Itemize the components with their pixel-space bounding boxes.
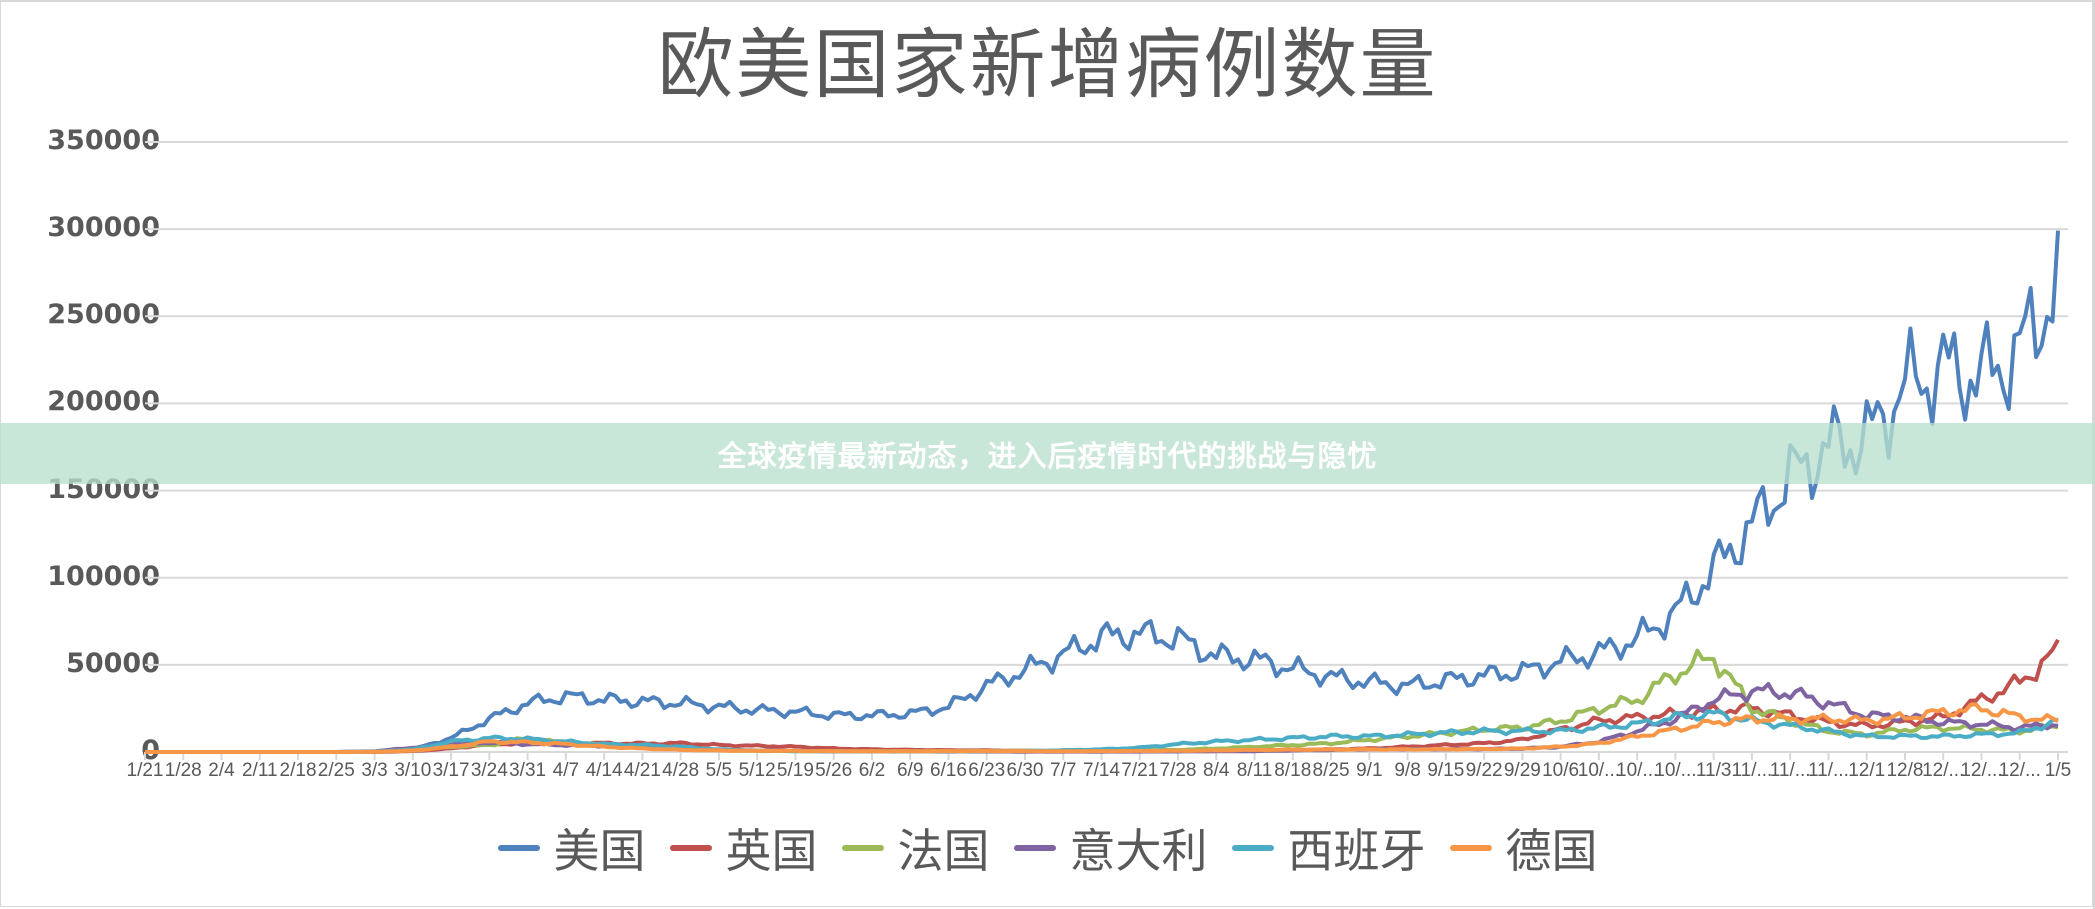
legend-item: 英国 xyxy=(669,815,818,881)
headline-text[interactable]: 全球疫情最新动态，进入后疫情时代的挑战与隐忧 xyxy=(717,438,1378,473)
legend-label: 英国 xyxy=(725,824,818,878)
x-tick-label: 8/18 xyxy=(1274,760,1312,781)
legend-label: 意大利 xyxy=(1069,824,1208,878)
x-tick-label: 12/1 xyxy=(1848,760,1886,781)
legend-label: 法国 xyxy=(897,824,990,878)
x-tick-label: 9/15 xyxy=(1427,760,1465,781)
x-tick-label: 1/28 xyxy=(164,760,202,781)
chart-title: 欧美国家新增病例数量 xyxy=(657,20,1438,109)
x-tick-label: 4/28 xyxy=(662,760,700,781)
x-tick-label: 8/11 xyxy=(1236,760,1273,781)
x-tick-label: 2/18 xyxy=(279,760,317,781)
x-tick-label: 9/29 xyxy=(1503,760,1541,781)
x-tick-label: 1/5 xyxy=(2044,760,2072,781)
x-tick-label: 1/21 xyxy=(126,760,164,781)
legend-item: 德国 xyxy=(1449,815,1598,881)
x-tick-label: 4/14 xyxy=(585,760,623,781)
legend-swatch-icon xyxy=(841,845,884,851)
legend-swatch-icon xyxy=(1449,845,1492,851)
x-tick-label: 7/28 xyxy=(1159,760,1197,781)
series-line xyxy=(145,230,2060,754)
legend-swatch-icon xyxy=(1231,845,1274,851)
x-tick-label: 10/... xyxy=(1616,760,1659,781)
x-tick-label: 7/7 xyxy=(1050,760,1077,781)
x-tick-label: 11/... xyxy=(1808,760,1849,781)
x-tick-label: 9/1 xyxy=(1356,760,1383,781)
y-tick-label: 300000 xyxy=(47,212,160,244)
x-tick-label: 12/... xyxy=(1922,760,1965,781)
x-tick-label: 11/... xyxy=(1731,760,1773,781)
series-line xyxy=(145,702,2059,754)
headline-banner[interactable]: 全球疫情最新动态，进入后疫情时代的挑战与隐忧 xyxy=(0,423,2095,484)
legend-item: 法国 xyxy=(841,815,990,881)
x-tick-label: 6/9 xyxy=(896,760,924,781)
x-tick-label: 12/8 xyxy=(1886,760,1924,781)
legend-label: 美国 xyxy=(553,824,646,878)
x-tick-label: 10/... xyxy=(1577,760,1620,781)
x-tick-label: 6/23 xyxy=(968,760,1006,781)
x-tick-label: 6/16 xyxy=(929,760,967,781)
x-tick-label: 5/5 xyxy=(705,760,733,781)
legend-swatch-icon xyxy=(669,845,712,851)
legend-item: 意大利 xyxy=(1013,815,1208,881)
x-tick-label: 9/22 xyxy=(1465,760,1503,781)
x-tick-label: 8/25 xyxy=(1312,760,1350,781)
x-tick-label: 3/10 xyxy=(394,760,432,781)
x-tick-label: 6/30 xyxy=(1006,760,1044,781)
x-tick-label: 3/17 xyxy=(432,760,470,781)
y-tick-label: 250000 xyxy=(47,299,160,331)
legend-item: 美国 xyxy=(497,815,646,881)
x-tick-label: 3/24 xyxy=(470,760,508,781)
x-tick-label: 2/11 xyxy=(241,760,278,781)
x-tick-label: 2/4 xyxy=(208,760,235,781)
series-lines xyxy=(145,230,2060,754)
legend-item: 西班牙 xyxy=(1231,815,1426,881)
x-tick-label: 2/25 xyxy=(317,760,355,781)
y-tick-label: 100000 xyxy=(47,560,160,592)
y-tick-label: 200000 xyxy=(47,386,160,418)
x-tick-label: 3/31 xyxy=(509,760,547,781)
x-tick-label: 7/21 xyxy=(1121,760,1159,781)
x-tick-label: 11/... xyxy=(1769,760,1811,781)
x-tick-label: 6/2 xyxy=(858,760,886,781)
x-tick-label: 3/3 xyxy=(361,760,388,781)
x-tick-label: 5/26 xyxy=(815,760,853,781)
x-tick-label: 8/4 xyxy=(1203,760,1230,781)
y-tick-label: 350000 xyxy=(47,125,160,156)
legend-swatch-icon xyxy=(1013,845,1056,851)
x-tick-label: 10/6 xyxy=(1542,760,1580,781)
x-tick-label: 9/8 xyxy=(1394,760,1421,781)
x-tick-label: 4/7 xyxy=(552,760,580,781)
x-tick-label: 5/12 xyxy=(738,760,776,781)
x-tick-label: 5/19 xyxy=(776,760,814,781)
x-tick-label: 4/21 xyxy=(623,760,661,781)
x-tick-label: 12/... xyxy=(1960,760,2003,781)
x-tick-label: 11/3 xyxy=(1695,760,1732,781)
legend-label: 德国 xyxy=(1505,824,1598,878)
legend-label: 西班牙 xyxy=(1287,824,1426,878)
legend: 美国 英国 法国 意大利 西班牙 德国 xyxy=(0,815,2095,881)
series-line xyxy=(145,708,2059,754)
gridlines xyxy=(145,141,2068,666)
x-tick-label: 10/... xyxy=(1654,760,1697,781)
legend-swatch-icon xyxy=(497,845,540,851)
x-tick-label: 12/... xyxy=(1998,760,2041,781)
series-line xyxy=(145,638,2060,754)
x-tick-label: 7/14 xyxy=(1083,760,1120,781)
y-tick-label: 50000 xyxy=(66,647,160,679)
